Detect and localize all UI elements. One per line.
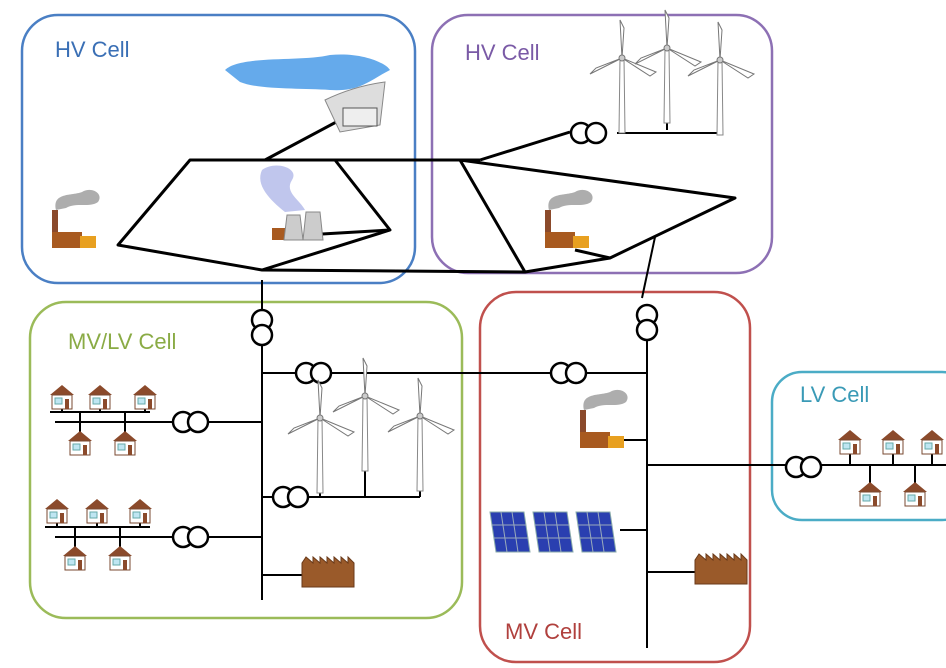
nuclear-plant [260,165,324,241]
wind-turbine [687,21,755,136]
cell-label: MV/LV Cell [68,329,176,354]
hydro-plant [225,54,390,133]
wind-turbine [332,357,400,472]
factory [301,556,355,588]
solar-panels [489,511,617,553]
hv-network [116,110,737,299]
wind-turbine [589,19,657,134]
coal-plant [580,389,628,448]
cell-border [478,290,752,664]
cell-label: LV Cell [800,382,869,407]
factory [694,553,748,585]
cell-border [430,13,774,275]
cell-border [28,300,464,620]
wind-turbine [287,379,355,494]
wind-turbine [387,377,455,492]
wind-turbine [634,9,702,124]
cell-label: HV Cell [55,37,130,62]
cell-border [770,370,946,522]
coal-plant [52,189,100,248]
coal-plant [545,189,593,248]
cell-label: HV Cell [465,40,540,65]
cell-label: MV Cell [505,619,582,644]
cell-border [20,13,417,285]
transformer [171,121,823,549]
